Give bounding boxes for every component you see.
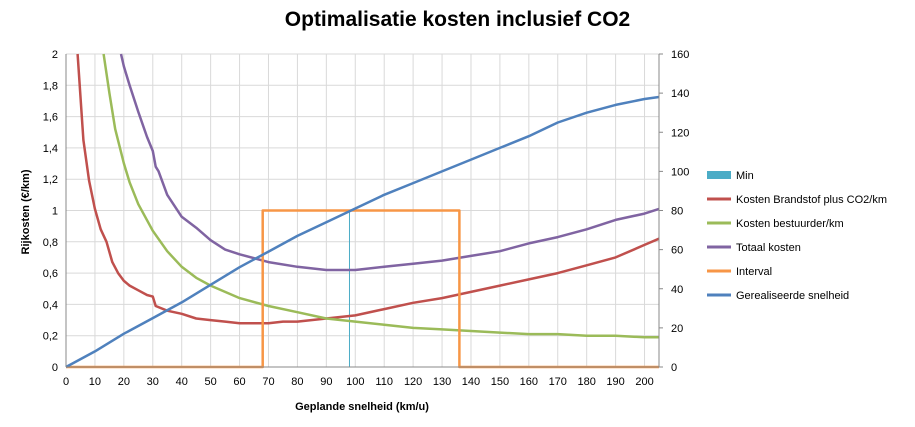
y-axis-label: Rijkosten (€/km) — [20, 169, 32, 254]
y-tick-label: 1,4 — [43, 143, 58, 155]
y-tick-label: 1,2 — [43, 174, 58, 186]
x-tick-label: 40 — [176, 376, 188, 388]
y2-tick-label: 0 — [671, 362, 677, 374]
y-tick-label: 1 — [52, 206, 58, 218]
x-tick-label: 130 — [433, 376, 451, 388]
x-tick-label: 80 — [291, 376, 303, 388]
y2-tick-label: 120 — [671, 127, 689, 139]
legend-label-totaal-kosten: Totaal kosten — [736, 242, 801, 254]
x-tick-label: 180 — [578, 376, 596, 388]
x-tick-label: 0 — [63, 376, 69, 388]
series-gerealiseerde-snelheid-line — [65, 95, 660, 369]
y-tick-label: 0,8 — [43, 237, 58, 249]
x-tick-label: 120 — [404, 376, 422, 388]
legend-label-kosten-brandstof-plus-co2-km: Kosten Brandstof plus CO2/km — [736, 194, 887, 206]
legend-label-gerealiseerde-snelheid: Gerealiseerde snelheid — [736, 290, 849, 302]
x-tick-label: 60 — [233, 376, 245, 388]
y2-tick-label: 20 — [671, 323, 683, 335]
x-tick-label: 190 — [606, 376, 624, 388]
y2-tick-label: 60 — [671, 245, 683, 257]
y2-tick-label: 140 — [671, 88, 689, 100]
legend-label-min: Min — [736, 170, 754, 182]
x-tick-label: 170 — [549, 376, 567, 388]
x-tick-label: 200 — [635, 376, 653, 388]
y-tick-label: 0,4 — [43, 299, 58, 311]
x-tick-label: 90 — [320, 376, 332, 388]
legend: Min Kosten Brandstof plus CO2/km Kosten be… — [707, 170, 887, 302]
y2-tick-label: 40 — [671, 284, 683, 296]
chart-title: Optimalisatie kosten inclusief CO2 — [284, 8, 631, 31]
x-tick-label: 140 — [462, 376, 480, 388]
y-tick-label: 1,6 — [43, 112, 58, 124]
legend-label-kosten-bestuurder-km: Kosten bestuurder/km — [736, 218, 844, 230]
y-tick-label: 0,6 — [43, 268, 58, 280]
x-tick-label: 30 — [147, 376, 159, 388]
series-kosten-brandstof-plus-co2-km-line — [76, 53, 660, 325]
x-axis-label: Geplande snelheid (km/u) — [295, 401, 429, 413]
x-tick-label: 150 — [491, 376, 509, 388]
axes: 00,20,40,60,811,21,41,61,820 10 20 30 40 50 60… — [43, 49, 690, 388]
legend-swatch-min — [707, 171, 731, 179]
x-tick-label: 70 — [262, 376, 274, 388]
y2-tick-label: 160 — [671, 49, 689, 61]
x-tick-label: 110 — [375, 376, 393, 388]
y-tick-label: 0 — [52, 362, 58, 374]
x-tick-label: 50 — [205, 376, 217, 388]
y2-tick-label: 80 — [671, 206, 683, 218]
x-tick-label: 160 — [520, 376, 538, 388]
y-tick-label: 1,8 — [43, 80, 58, 92]
x-tick-label: 10 — [89, 376, 101, 388]
legend-label-interval: Interval — [736, 266, 772, 278]
x-tick-label: 20 — [118, 376, 130, 388]
series-kosten-bestuurder-km-line — [102, 53, 659, 339]
y2-tick-label: 100 — [671, 166, 689, 178]
y-tick-label: 0,2 — [43, 331, 58, 343]
x-tick-label: 100 — [346, 376, 364, 388]
y-tick-label: 2 — [52, 49, 58, 61]
series-totaal-kosten-line — [119, 53, 660, 272]
